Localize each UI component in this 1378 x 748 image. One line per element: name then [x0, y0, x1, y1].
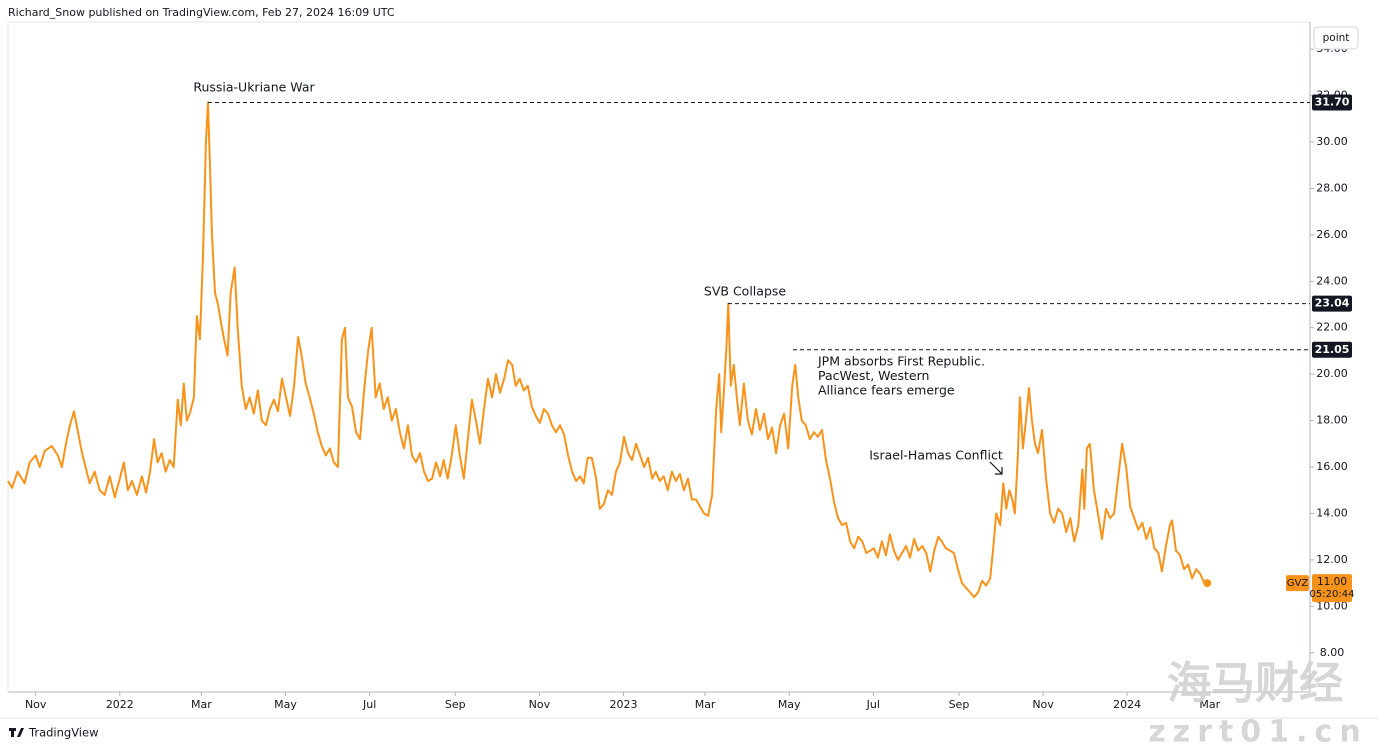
annotation-line: JPM absorbs First Republic.	[817, 354, 985, 369]
annotation-line: PacWest, Western	[818, 368, 929, 383]
x-tick-label: Jul	[866, 698, 880, 711]
header: Richard_Snow published on TradingView.co…	[8, 6, 395, 19]
y-tick-label: 28.00	[1316, 181, 1348, 194]
y-tick-label: 22.00	[1316, 321, 1348, 334]
x-tick-label: May	[274, 698, 297, 711]
last-label-bg	[1312, 574, 1352, 603]
annotation: Israel-Hamas Conflict	[869, 448, 1003, 463]
series-tag: GVZ	[1287, 578, 1309, 589]
level-label: 23.04	[1315, 297, 1350, 310]
last-label: 11.00	[1317, 576, 1347, 588]
x-tick-label: 2024	[1113, 698, 1141, 711]
y-tick-label: 18.00	[1316, 414, 1348, 427]
level-label-bg	[1312, 295, 1352, 312]
tv-logo	[9, 728, 24, 737]
x-tick-label: May	[778, 698, 801, 711]
x-tick-label: Sep	[949, 698, 970, 711]
watermark: zzrt01.cn	[1148, 715, 1367, 748]
y-tick-label: 24.00	[1316, 274, 1348, 287]
x-tick-label: Nov	[25, 698, 47, 711]
y-tick-label: 30.00	[1316, 135, 1348, 148]
annotation-arrow	[989, 461, 1003, 475]
countdown: 05:20:44	[1310, 589, 1355, 600]
x-tick-label: Mar	[191, 698, 212, 711]
footer-brand: TradingView	[28, 726, 98, 740]
x-tick-label: Mar	[695, 698, 716, 711]
level-label-bg	[1312, 94, 1352, 111]
annotation: SVB Collapse	[704, 284, 786, 299]
x-tick-label: Nov	[529, 698, 551, 711]
annotation: Russia-Ukriane War	[193, 80, 315, 95]
scale-button-label: point	[1323, 32, 1350, 44]
y-tick-label: 12.00	[1316, 553, 1348, 566]
level-label: 31.70	[1315, 96, 1350, 109]
y-tick-label: 10.00	[1316, 599, 1348, 612]
x-tick-label: Nov	[1032, 698, 1054, 711]
x-tick-label: Mar	[1199, 698, 1220, 711]
level-label: 21.05	[1315, 343, 1350, 356]
annotation-line: Alliance fears emerge	[818, 383, 955, 398]
y-tick-label: 8.00	[1320, 646, 1345, 659]
y-tick-label: 20.00	[1316, 367, 1348, 380]
series-line	[7, 101, 1208, 599]
x-tick-label: 2022	[106, 698, 134, 711]
y-tick-label: 14.00	[1316, 506, 1348, 519]
y-tick-label: 26.00	[1316, 228, 1348, 241]
watermark: 海马财经	[1167, 658, 1343, 709]
scale-button[interactable]	[1313, 26, 1359, 50]
level-label-bg	[1312, 341, 1352, 358]
x-tick-label: Jul	[362, 698, 376, 711]
x-tick-label: Sep	[445, 698, 466, 711]
last-point	[1203, 579, 1212, 588]
x-tick-label: 2023	[609, 698, 637, 711]
y-tick-label: 16.00	[1316, 460, 1348, 473]
series-tag-bg	[1286, 575, 1309, 592]
